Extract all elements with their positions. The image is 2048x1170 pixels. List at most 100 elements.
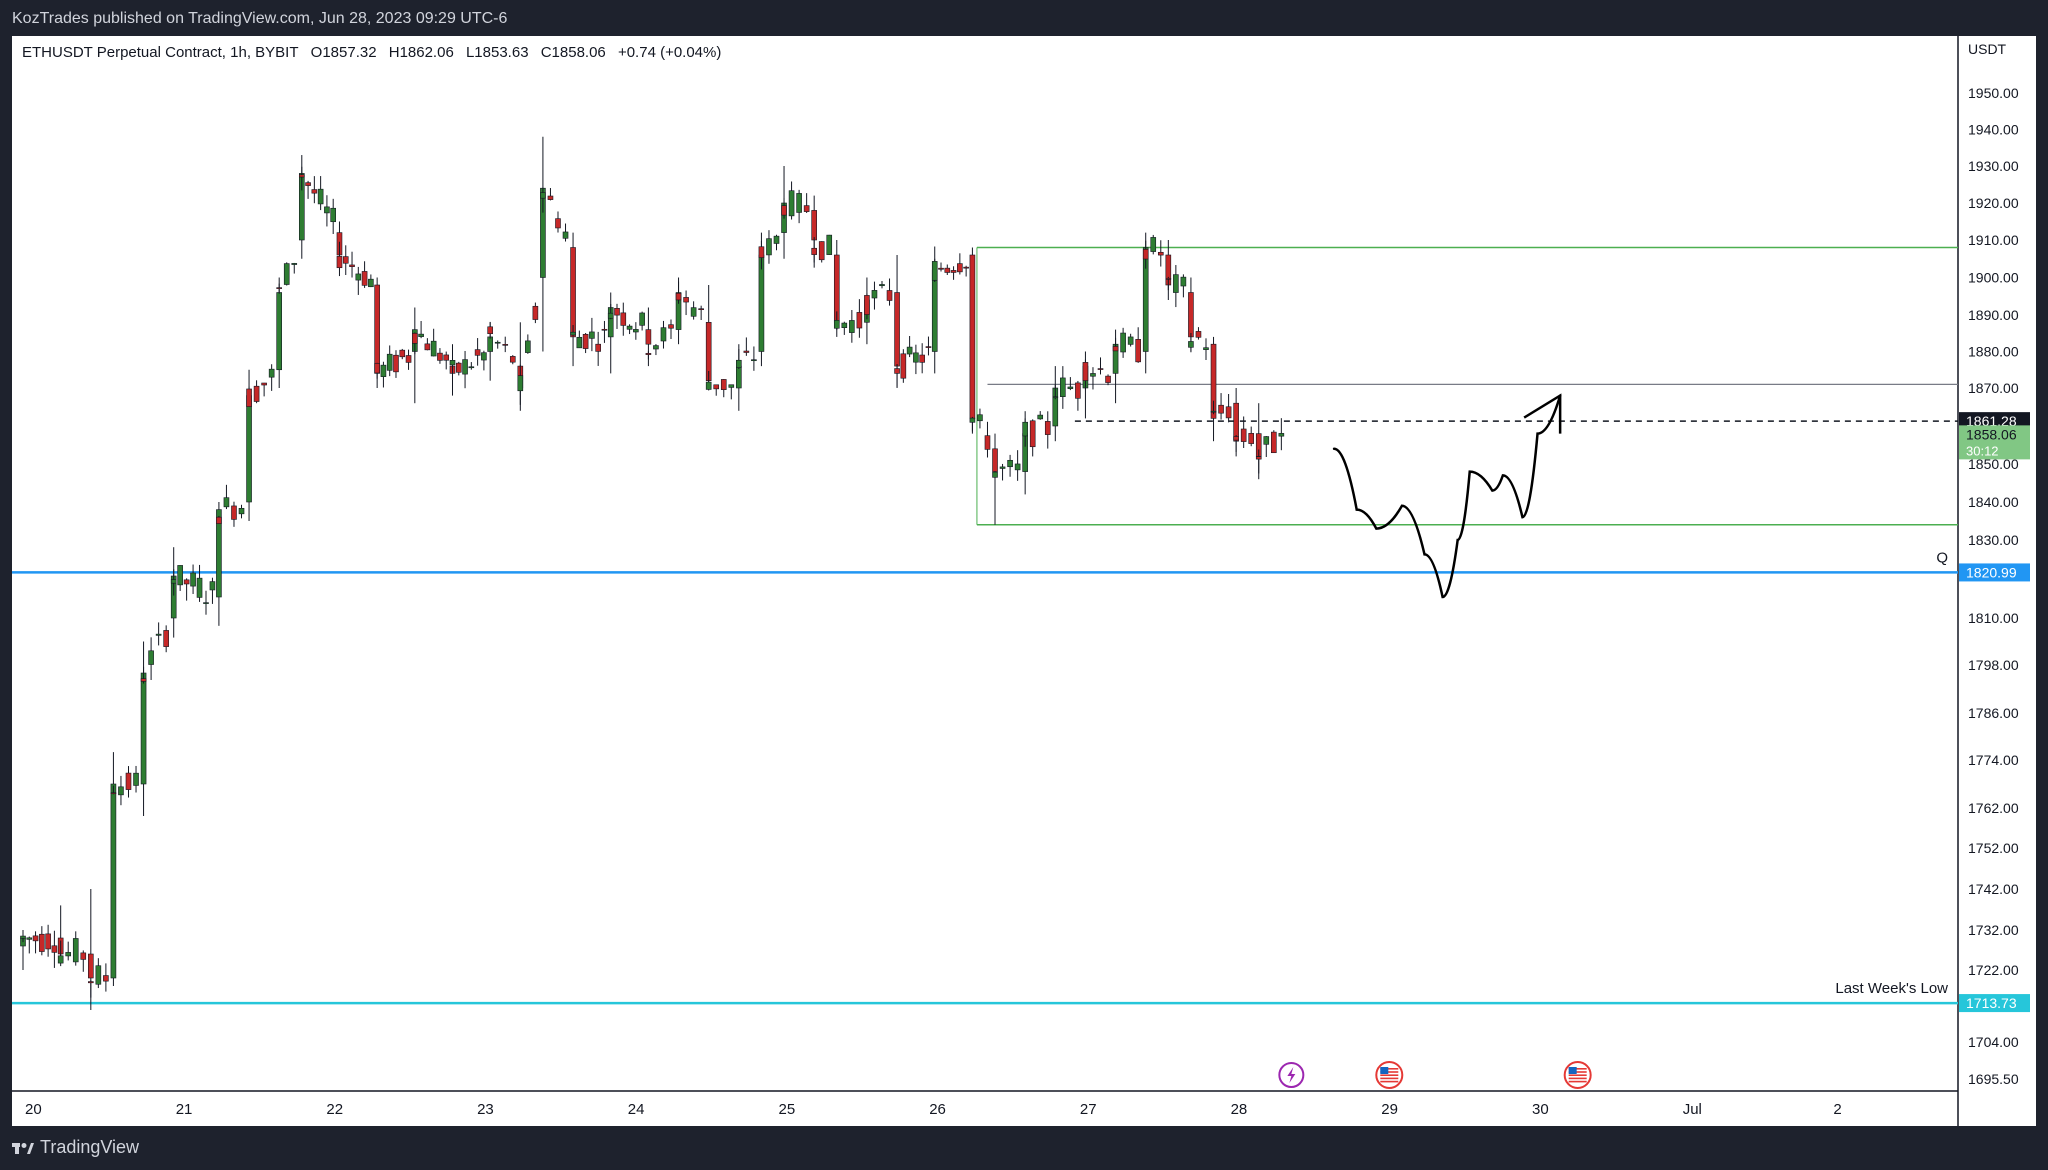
candle [532, 302, 539, 324]
candle [601, 320, 608, 343]
candle [864, 293, 870, 320]
candle-body [758, 254, 765, 352]
publisher-text: KozTrades published on TradingView.com, … [12, 10, 508, 27]
candle-body [931, 269, 938, 352]
candle-body [1233, 436, 1239, 441]
candle [80, 950, 87, 972]
candle [45, 924, 51, 957]
candle [449, 354, 456, 379]
time-tick-label: 21 [176, 1101, 193, 1118]
candle-body [474, 349, 481, 356]
candle [51, 930, 58, 968]
candle-body [1044, 421, 1051, 435]
time-tick-label: 23 [477, 1101, 494, 1118]
candle [894, 364, 900, 387]
candle-body [841, 322, 848, 328]
price-tick-label: 1940.00 [1968, 122, 2019, 138]
candle-body [871, 290, 878, 299]
time-tick-label: 22 [326, 1101, 343, 1118]
candle-body [177, 565, 183, 586]
flag-stripe [1568, 1071, 1587, 1073]
candle-body [879, 284, 885, 287]
levels-layer: Q Last Week's Low [12, 246, 1958, 1005]
time-tick-label: 24 [628, 1101, 645, 1118]
candle-body [645, 329, 652, 345]
candle [1271, 430, 1277, 454]
event-markers [1278, 1061, 1592, 1089]
us-flag-icon[interactable] [1563, 1061, 1592, 1089]
candle [570, 325, 576, 337]
candle [1105, 374, 1111, 386]
candle-body [418, 333, 424, 337]
legend-symbol[interactable]: ETHUSDT Perpetual Contract, 1h, BYBIT [22, 44, 299, 61]
candle-body [668, 324, 674, 329]
candle [183, 578, 190, 601]
candle [437, 348, 443, 364]
candle-body [818, 241, 825, 261]
candle [125, 766, 132, 798]
candle [944, 264, 951, 275]
candle [1180, 274, 1187, 298]
candle-body [291, 263, 298, 265]
candle-body [455, 362, 462, 373]
candle-body [1173, 274, 1179, 293]
candle-body [639, 312, 645, 326]
candle [311, 176, 318, 204]
candle [336, 241, 343, 277]
us-flag-icon[interactable] [1375, 1061, 1404, 1089]
earnings-icon[interactable] [1278, 1062, 1305, 1088]
candle [879, 281, 885, 289]
candle-body [1135, 339, 1141, 363]
legend-change: +0.74 (+0.04%) [617, 44, 722, 61]
candle-body [1037, 414, 1044, 420]
candle-body [720, 379, 727, 390]
candle-body [57, 955, 64, 964]
candle-body [311, 189, 318, 194]
candle-body [1165, 278, 1172, 280]
publisher-header: KozTrades published on TradingView.com, … [0, 0, 2048, 36]
candle [455, 361, 462, 376]
candle-body [736, 359, 742, 368]
candle-body [626, 325, 633, 330]
candle [668, 319, 674, 340]
footer-bar: TradingView [0, 1126, 2048, 1170]
candle-body [570, 331, 576, 336]
candle [1022, 411, 1028, 447]
candle [1142, 240, 1149, 269]
candles-layer [20, 136, 1285, 1010]
chart-frame[interactable]: Q Last Week's Low USDT 1950.00 1940.00 1930.… [12, 36, 2036, 1126]
candle [349, 251, 355, 278]
candle-body [532, 305, 539, 320]
candle-body [380, 364, 387, 377]
candle [720, 379, 727, 398]
tradingview-brand[interactable]: TradingView [12, 1137, 139, 1158]
candle [931, 246, 938, 282]
candlestick-chart[interactable]: Q Last Week's Low USDT 1950.00 1940.00 1930.… [12, 36, 2036, 1126]
flag-stripe [1380, 1071, 1399, 1073]
candle-body [555, 218, 561, 229]
candle-body [1195, 331, 1202, 338]
candle-body [268, 368, 275, 378]
candle-body [51, 945, 58, 953]
candle-body [856, 312, 863, 329]
candle-body [736, 365, 742, 389]
flag-stripe [1568, 1077, 1587, 1080]
price-tick-label: 1695.50 [1968, 1071, 2019, 1087]
candle-body [601, 328, 608, 331]
candle-body [620, 312, 627, 326]
candle-body [231, 505, 237, 520]
candle [999, 463, 1006, 481]
candle [330, 198, 336, 235]
candle-body [26, 937, 33, 940]
candle [443, 351, 450, 370]
candle [547, 188, 554, 201]
candle-body [1014, 463, 1021, 471]
candle-body [118, 786, 124, 796]
candle-body [698, 308, 704, 310]
candle-body [595, 343, 601, 352]
candle [751, 346, 757, 371]
candle-body [826, 234, 833, 255]
last-price-tag-bg [1959, 425, 2030, 460]
time-tick-label: 26 [929, 1101, 946, 1118]
candle [231, 501, 237, 527]
